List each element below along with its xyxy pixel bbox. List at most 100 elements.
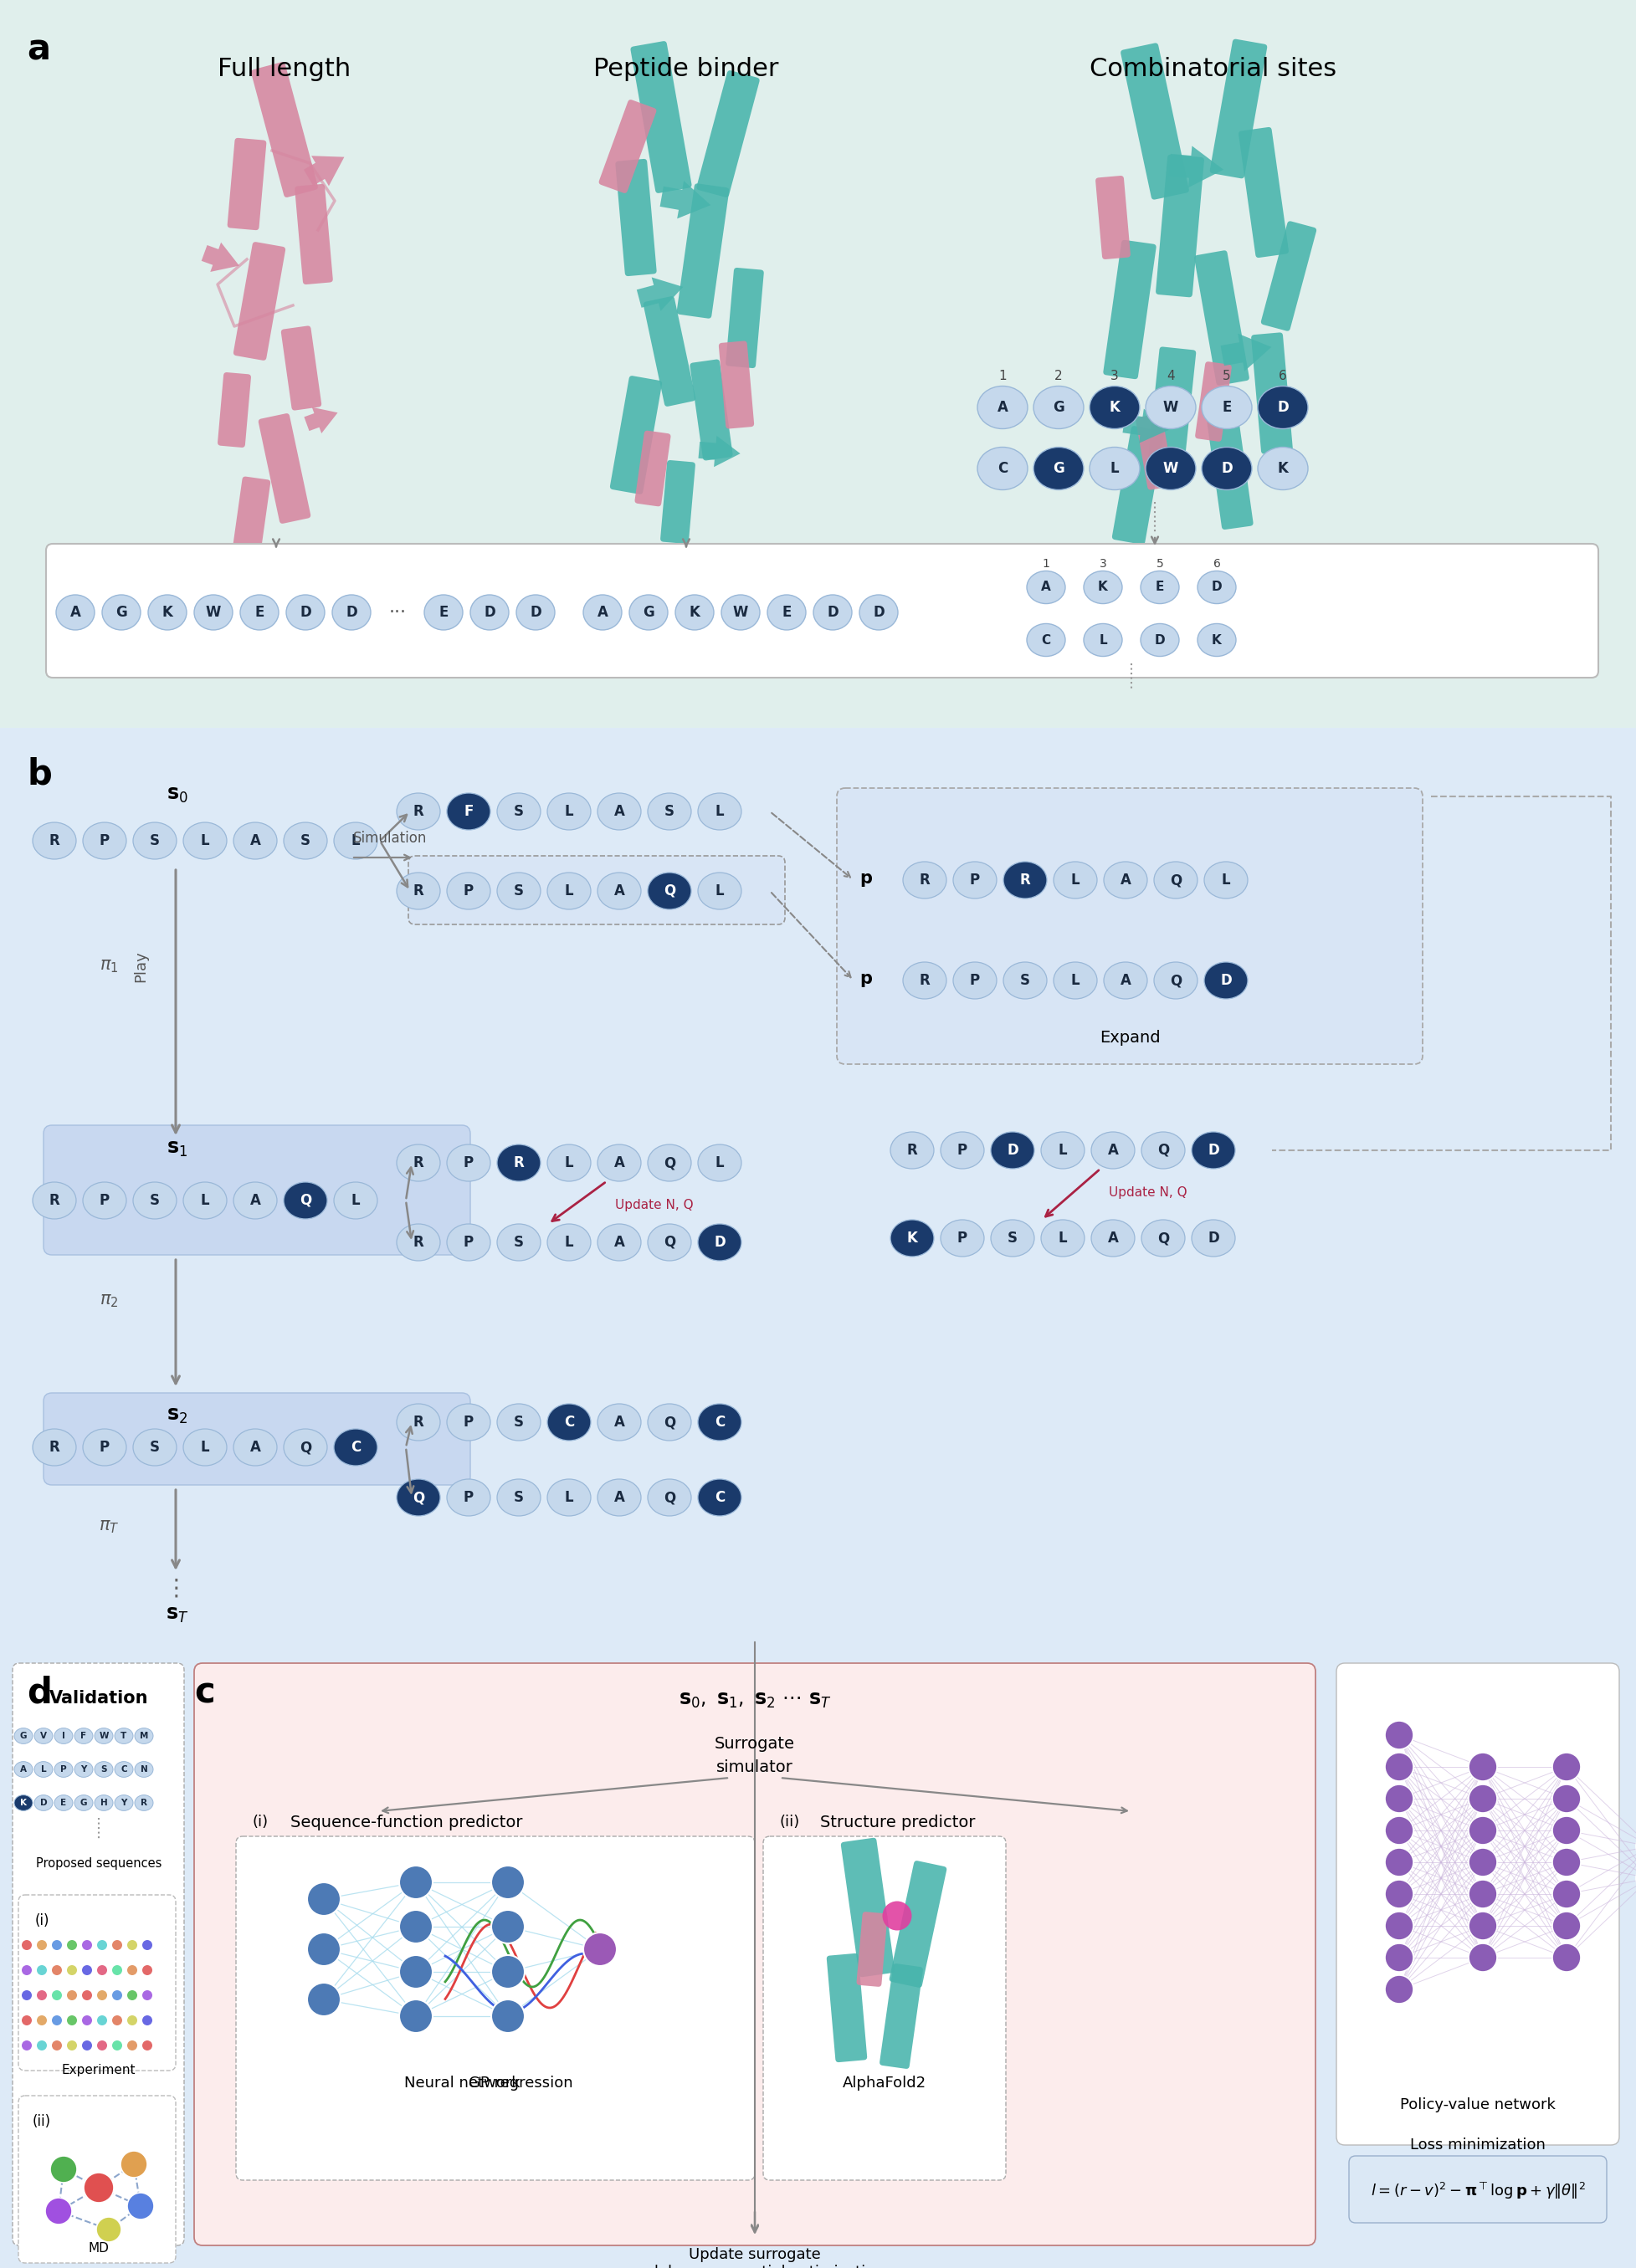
Text: Update surrogate
models as sequential optimization: Update surrogate models as sequential op… <box>625 2248 885 2268</box>
Text: C: C <box>715 1415 725 1429</box>
Ellipse shape <box>597 1145 641 1182</box>
Text: 1: 1 <box>998 370 1006 381</box>
Ellipse shape <box>470 594 509 631</box>
Text: F: F <box>465 803 473 819</box>
Text: Q: Q <box>299 1193 311 1209</box>
Text: 2: 2 <box>1055 370 1063 381</box>
Text: simulator: simulator <box>717 1760 793 1776</box>
FancyBboxPatch shape <box>1211 39 1268 179</box>
Text: G: G <box>116 606 128 619</box>
Text: S: S <box>101 1765 106 1774</box>
Circle shape <box>113 1964 123 1975</box>
Circle shape <box>1469 1848 1497 1876</box>
Ellipse shape <box>517 594 555 631</box>
Text: R: R <box>412 885 424 898</box>
Ellipse shape <box>234 1429 276 1465</box>
Text: D: D <box>874 606 885 619</box>
FancyBboxPatch shape <box>46 544 1598 678</box>
Ellipse shape <box>332 594 371 631</box>
Ellipse shape <box>497 1225 540 1261</box>
FancyBboxPatch shape <box>643 297 695 406</box>
Ellipse shape <box>699 1145 741 1182</box>
Ellipse shape <box>1104 862 1147 898</box>
Text: R: R <box>49 1193 61 1209</box>
Text: ···: ··· <box>389 603 406 621</box>
FancyArrowPatch shape <box>636 277 684 311</box>
FancyBboxPatch shape <box>1112 426 1165 544</box>
FancyBboxPatch shape <box>697 70 759 197</box>
Text: (ii): (ii) <box>780 1814 800 1830</box>
Ellipse shape <box>1083 624 1122 655</box>
Text: S: S <box>514 1415 524 1429</box>
Text: D: D <box>1207 1232 1219 1245</box>
Text: Play: Play <box>133 950 149 982</box>
Text: P: P <box>463 1415 474 1429</box>
Text: A: A <box>597 606 609 619</box>
FancyBboxPatch shape <box>281 327 321 411</box>
Ellipse shape <box>1104 962 1147 998</box>
Ellipse shape <box>497 1404 540 1440</box>
Text: c: c <box>195 1674 214 1710</box>
Text: $\mathbf{s}_{0},\ \mathbf{s}_{1},\ \mathbf{s}_{2}\ \cdots\ \mathbf{s}_{T}$: $\mathbf{s}_{0},\ \mathbf{s}_{1},\ \math… <box>679 1690 831 1710</box>
Text: D: D <box>345 606 357 619</box>
Ellipse shape <box>1153 862 1198 898</box>
FancyBboxPatch shape <box>677 184 730 318</box>
Text: Simulation: Simulation <box>353 830 427 846</box>
Circle shape <box>1386 1817 1414 1844</box>
Text: 6: 6 <box>1279 370 1288 381</box>
Text: d: d <box>26 1674 52 1710</box>
Circle shape <box>52 1939 62 1950</box>
Circle shape <box>142 1964 152 1975</box>
Ellipse shape <box>1034 386 1083 429</box>
Ellipse shape <box>941 1220 985 1256</box>
Ellipse shape <box>676 594 713 631</box>
Circle shape <box>1386 1975 1414 2003</box>
FancyBboxPatch shape <box>661 460 695 544</box>
FancyBboxPatch shape <box>1096 175 1130 259</box>
Circle shape <box>1469 1880 1497 1907</box>
Text: Experiment: Experiment <box>62 2064 136 2077</box>
Ellipse shape <box>115 1794 133 1810</box>
Text: Neural network: Neural network <box>404 2075 520 2091</box>
Circle shape <box>52 1991 62 2000</box>
Text: Surrogate: Surrogate <box>715 1737 795 1753</box>
Ellipse shape <box>859 594 898 631</box>
Text: Q: Q <box>412 1490 424 1506</box>
Text: A: A <box>614 1234 625 1250</box>
Circle shape <box>51 2157 77 2182</box>
Text: Peptide binder: Peptide binder <box>594 57 779 82</box>
Circle shape <box>46 2198 72 2225</box>
Ellipse shape <box>890 1132 934 1168</box>
Text: D: D <box>713 1234 725 1250</box>
Text: R: R <box>919 973 929 989</box>
Circle shape <box>308 1882 340 1916</box>
Text: $l = (r-v)^2 - \mathbf{\pi}^\top \log \mathbf{p} + \gamma\|\theta\|^2$: $l = (r-v)^2 - \mathbf{\pi}^\top \log \m… <box>1371 2182 1585 2202</box>
Circle shape <box>97 1991 106 2000</box>
Circle shape <box>142 1991 152 2000</box>
Text: S: S <box>514 1490 524 1506</box>
Text: L: L <box>201 832 209 848</box>
Ellipse shape <box>447 1225 491 1261</box>
FancyArrowPatch shape <box>1122 408 1170 442</box>
Text: D: D <box>1212 581 1222 594</box>
Text: S: S <box>151 1193 160 1209</box>
Ellipse shape <box>334 1429 378 1465</box>
Text: M: M <box>139 1733 149 1740</box>
Ellipse shape <box>903 862 947 898</box>
Text: D: D <box>299 606 311 619</box>
Circle shape <box>1553 1880 1580 1907</box>
FancyBboxPatch shape <box>1238 127 1289 259</box>
Text: S: S <box>664 803 674 819</box>
Circle shape <box>67 2016 77 2025</box>
Circle shape <box>83 2173 115 2202</box>
Bar <box>0 1640 1636 2268</box>
Ellipse shape <box>1040 1220 1085 1256</box>
Text: Y: Y <box>121 1799 128 1808</box>
Text: L: L <box>201 1440 209 1454</box>
Ellipse shape <box>95 1762 113 1778</box>
Circle shape <box>128 2016 137 2025</box>
Ellipse shape <box>1198 572 1235 603</box>
Text: E: E <box>782 606 792 619</box>
Ellipse shape <box>813 594 852 631</box>
Ellipse shape <box>424 594 463 631</box>
